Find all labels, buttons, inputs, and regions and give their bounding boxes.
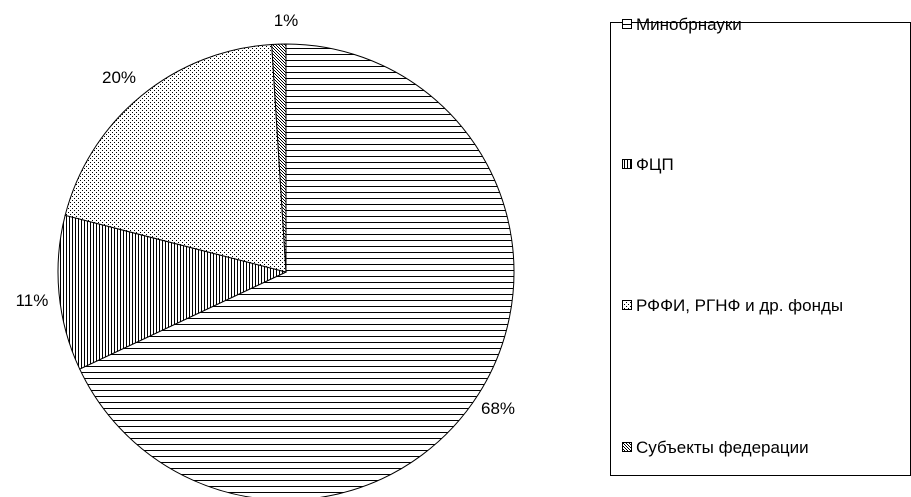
pie-slice-4 [271,43,287,273]
legend-swatch-2 [622,159,632,169]
legend-swatch-3 [622,300,632,310]
legend-swatch-4 [622,442,632,452]
legend-label-1: Минобрнауки [636,15,742,34]
pie-slice-1 [79,43,515,497]
pie-slice-3 [64,43,287,273]
slice-label-1: 68% [481,399,515,418]
legend: Минобрнауки ФЦП РФФИ, РГНФ и др. фонды Субъ… [610,15,911,476]
pie-slice-2 [57,214,288,370]
legend-label-4: Субъекты федерации [636,438,809,457]
slice-label-3: 20% [102,68,136,87]
slice-label-2: 11% [16,291,49,310]
slice-labels: 68% 11% 20% 1% [16,11,515,418]
legend-label-3: РФФИ, РГНФ и др. фонды [636,296,843,315]
pie-slices [57,43,515,497]
legend-frame [610,22,911,476]
slice-label-4: 1% [274,11,299,30]
legend-label-2: ФЦП [636,155,674,174]
legend-swatch-1 [622,19,632,29]
